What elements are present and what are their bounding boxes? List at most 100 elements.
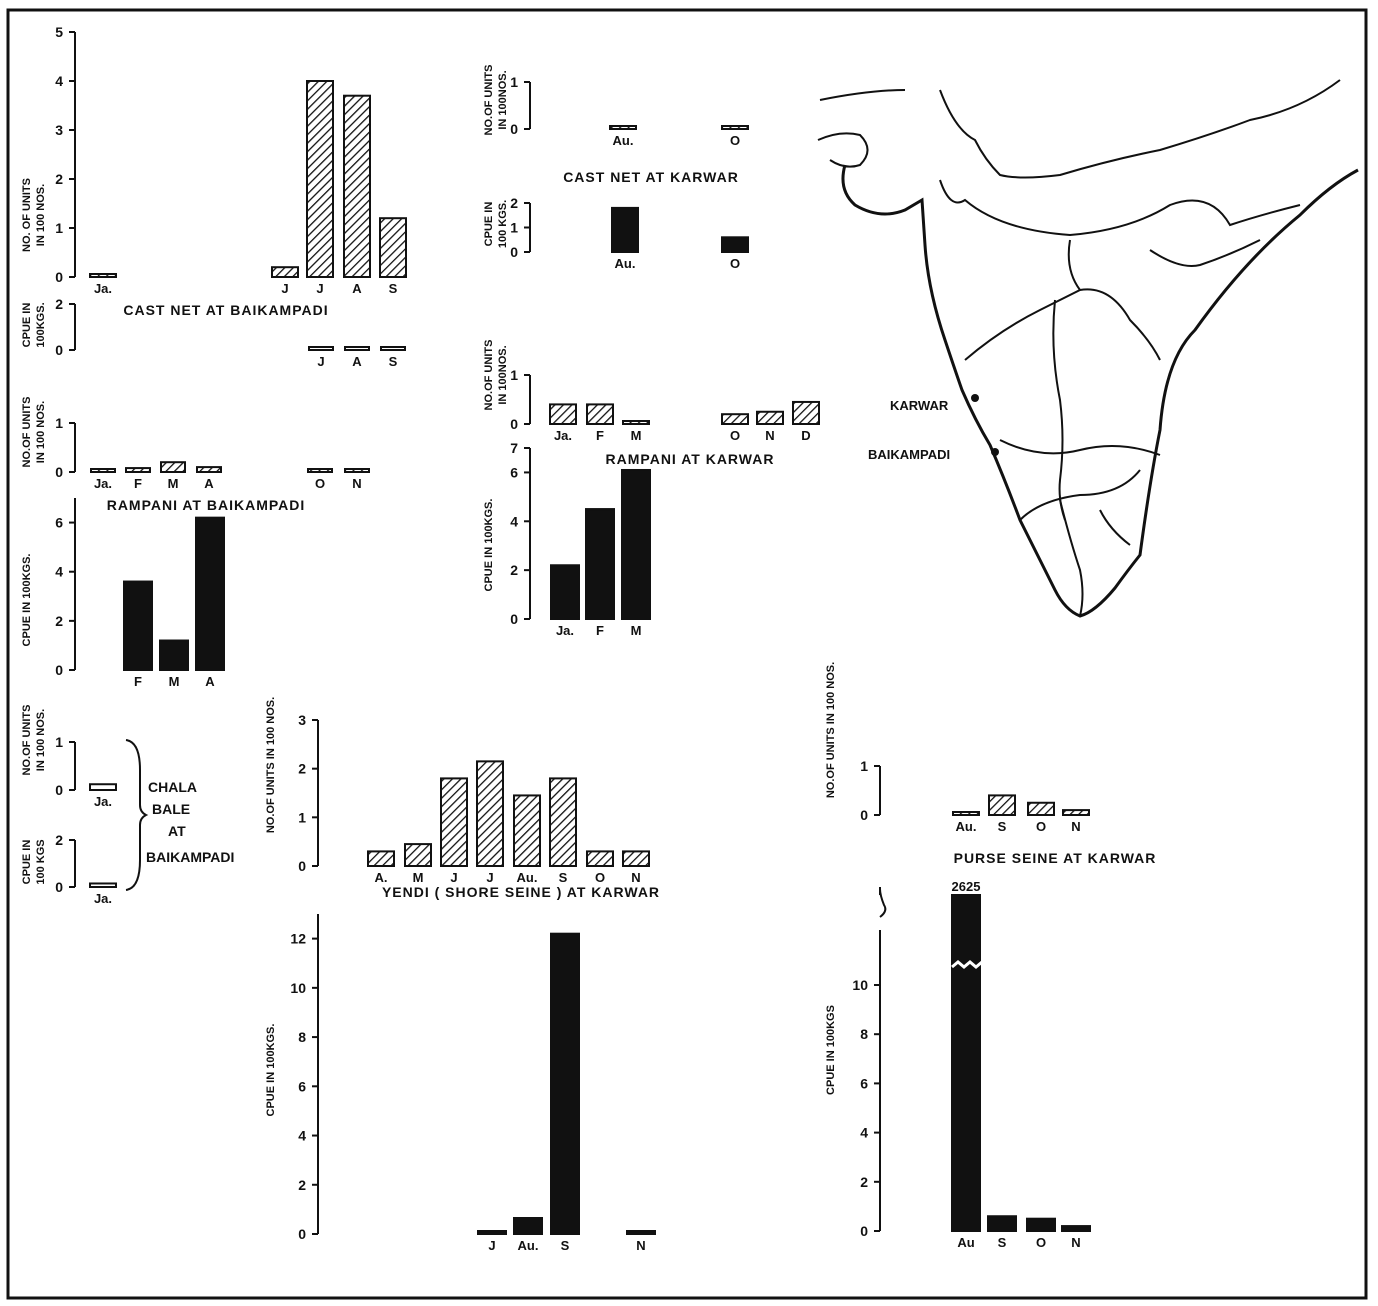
- cast-baik-units-ylabel: IN 100 NOS.: [35, 184, 47, 246]
- purse-units-bar: [1027, 801, 1055, 816]
- yendi-cpue-bar: [513, 1217, 543, 1235]
- side-label-line-1: CHALA: [148, 779, 197, 795]
- ramp-baik-cpue-tick-label: 4: [55, 564, 63, 580]
- chala-cpue-tick-label: 2: [55, 832, 63, 848]
- yendi-cpue-tick-label: 6: [298, 1078, 306, 1094]
- ramp-karwar-units-bar: [586, 403, 614, 425]
- map-river-1: [1149, 239, 1261, 267]
- cast-baik-units-category-label: A: [352, 281, 362, 296]
- purse-units-ylabel: NO.OF UNITS IN 100 NOS.: [825, 662, 837, 798]
- chala-cpue-tick-label: 0: [55, 879, 63, 895]
- cast-baik-cpue-title: CAST NET AT BAIKAMPADI: [123, 302, 328, 318]
- yendi-units-category-label: S: [559, 870, 568, 885]
- purse-cpue-break-mark: [951, 960, 983, 969]
- cast-karwar-cpue-ylabel: 100 KGS.: [497, 200, 509, 248]
- map-gulf-outline: [817, 132, 869, 168]
- yendi-units-tick-label: 0: [298, 858, 306, 874]
- figure-frame: [6, 8, 1368, 1300]
- chala-units-tick-label: 1: [55, 734, 63, 750]
- purse-units-tick-label: 1: [860, 758, 868, 774]
- cast-baik-cpue-category-label: J: [317, 354, 324, 369]
- purse-cpue-tick-label: 0: [860, 1223, 868, 1239]
- ramp-karwar-cpue-category-label: M: [631, 623, 642, 638]
- ramp-baik-units-category-label: F: [134, 476, 142, 491]
- ramp-baik-units-bar: [160, 461, 186, 474]
- yendi-units-category-label: J: [486, 870, 493, 885]
- cast-baik-units-tick-label: 2: [55, 171, 63, 187]
- yendi-units-tick-label: 2: [298, 761, 306, 777]
- yendi-cpue-tick-label: 10: [290, 980, 306, 996]
- ramp-baik-units-bar: [196, 466, 222, 474]
- cast-karwar-cpue-title: CAST NET AT KARWAR: [563, 169, 739, 185]
- ramp-karwar-units-category-label: F: [596, 428, 604, 443]
- ramp-karwar-units-tick-label: 0: [510, 416, 518, 432]
- ramp-baik-cpue-bar: [195, 516, 225, 672]
- map-coastline: [841, 164, 1359, 618]
- cast-baik-cpue-ylabel: CPUE IN: [21, 303, 33, 348]
- ramp-baik-units-bar: [125, 467, 151, 473]
- side-label-line-3: AT: [168, 823, 186, 839]
- ramp-baik-units-tick-label: 1: [55, 415, 63, 431]
- cast-karwar-units-ylabel: IN 100NOS.: [497, 70, 509, 129]
- cast-baik-units-tick-label: 3: [55, 122, 63, 138]
- yendi-units-bar: [586, 850, 614, 868]
- ramp-karwar-units-bar: [549, 403, 577, 425]
- yendi-units-category-label: O: [595, 870, 605, 885]
- ramp-karwar-units-ylabel: IN 100NOS.: [497, 345, 509, 404]
- yendi-units-bar: [440, 777, 468, 868]
- ramp-karwar-cpue-bar: [550, 564, 580, 620]
- ramp-baik-cpue-title: RAMPANI AT BAIKAMPADI: [107, 497, 306, 513]
- ramp-karwar-cpue-tick-label: 0: [510, 611, 518, 627]
- map-state-border-3: [1052, 239, 1081, 521]
- yendi-units-category-label: A.: [375, 870, 388, 885]
- ramp-karwar-cpue-tick-label: 4: [510, 513, 518, 529]
- ramp-karwar-units-category-label: M: [631, 428, 642, 443]
- place-label-baikampadi: BAIKAMPADI: [868, 447, 950, 462]
- yendi-units-bar: [476, 760, 504, 867]
- map-state-border-5: [1059, 499, 1131, 617]
- purse-cpue-bar: [1061, 1225, 1091, 1232]
- cast-baik-units-tick-label: 0: [55, 269, 63, 285]
- cast-baik-cpue-tick-label: 0: [55, 342, 63, 358]
- chala-units-bar: [89, 783, 117, 791]
- place-label-karwar: KARWAR: [890, 398, 949, 413]
- cast-karwar-cpue-category-label: O: [730, 256, 740, 271]
- ramp-baik-units-category-label: N: [352, 476, 361, 491]
- cast-baik-cpue-tick-label: 2: [55, 296, 63, 312]
- ramp-baik-units-ylabel: IN 100 NOS.: [35, 401, 47, 463]
- map-state-border-2: [964, 288, 1161, 361]
- chala-units-category-label: Ja.: [94, 794, 112, 809]
- cast-karwar-cpue-bar: [611, 206, 639, 253]
- purse-cpue-tick-label: 10: [852, 977, 868, 993]
- ramp-baik-units-ylabel: NO.OF UNITS: [21, 397, 33, 468]
- cast-karwar-units-tick-label: 0: [510, 121, 518, 137]
- chala-cpue-ylabel: CPUE IN: [21, 840, 33, 885]
- chala-units-ylabel: IN 100 NOS.: [35, 709, 47, 771]
- map-north-border: [819, 79, 1341, 179]
- chala-units-tick-label: 0: [55, 782, 63, 798]
- ramp-baik-units-tick-label: 0: [55, 464, 63, 480]
- ramp-karwar-units-bar: [792, 400, 820, 426]
- ramp-baik-units-bar: [307, 468, 333, 473]
- ramp-baik-cpue-tick-label: 0: [55, 662, 63, 678]
- yendi-cpue-tick-label: 0: [298, 1226, 306, 1242]
- yendi-units-bar: [367, 850, 395, 868]
- cast-karwar-units-tick-label: 1: [510, 74, 518, 90]
- yendi-cpue-category-label: N: [636, 1238, 645, 1253]
- ramp-baik-units-category-label: O: [315, 476, 325, 491]
- cast-karwar-cpue-category-label: Au.: [615, 256, 636, 271]
- ramp-karwar-units-category-label: N: [765, 428, 774, 443]
- cast-karwar-cpue-tick-label: 2: [510, 195, 518, 211]
- yendi-units-category-label: N: [631, 870, 640, 885]
- yendi-units-tick-label: 1: [298, 809, 306, 825]
- cast-baik-cpue-category-label: S: [389, 354, 398, 369]
- yendi-cpue-bar: [477, 1230, 507, 1235]
- purse-cpue-bar: [1026, 1217, 1056, 1232]
- ramp-karwar-cpue-category-label: Ja.: [556, 623, 574, 638]
- map-dot-karwar: [971, 394, 979, 402]
- cast-baik-units-ylabel: NO. OF UNITS: [21, 178, 33, 252]
- side-label-line-2: BALE: [152, 801, 190, 817]
- cast-baik-units-bar: [306, 80, 334, 278]
- purse-cpue-tick-label: 4: [860, 1125, 868, 1141]
